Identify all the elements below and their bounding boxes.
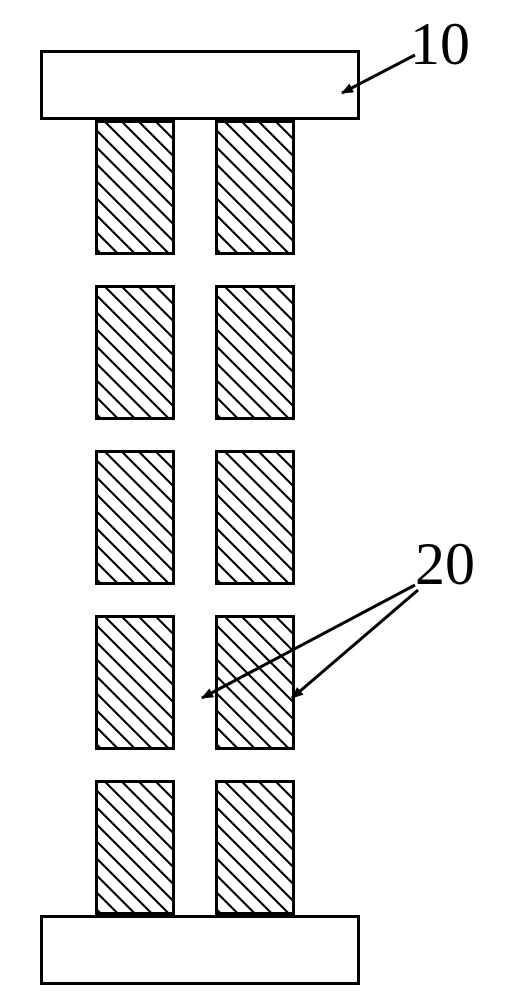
hatched-block <box>215 285 295 420</box>
hatched-block <box>215 450 295 585</box>
hatched-block <box>95 615 175 750</box>
callout-label-20: 20 <box>415 530 475 599</box>
footer-rect <box>40 915 360 985</box>
hatched-block <box>95 780 175 915</box>
hatched-block <box>95 120 175 255</box>
hatched-block <box>215 120 295 255</box>
hatched-block <box>95 285 175 420</box>
hatched-block <box>215 615 295 750</box>
diagram-canvas: 10 20 <box>0 0 526 1000</box>
header-rect-10 <box>40 50 360 120</box>
hatched-block <box>215 780 295 915</box>
hatched-block <box>95 450 175 585</box>
callout-label-10: 10 <box>410 10 470 79</box>
